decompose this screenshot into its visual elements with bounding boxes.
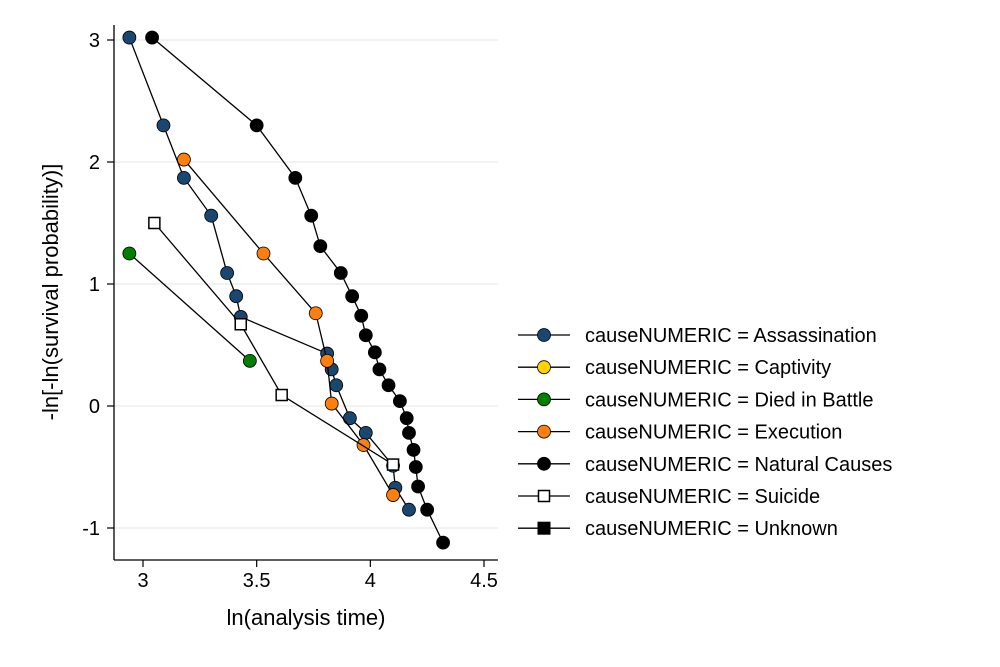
data-point: [308, 306, 323, 321]
legend-label: causeNUMERIC = Execution: [585, 422, 842, 444]
tick-marks-and-labels: -1 0 1 2 3 3 3.5 4 4.5: [82, 30, 498, 592]
series-4: [145, 30, 450, 550]
data-point: [411, 479, 425, 494]
data-point: [392, 394, 407, 409]
data-point: [122, 246, 137, 261]
data-point: [358, 425, 373, 440]
x-tick-label: 3: [137, 570, 148, 592]
legend-label: causeNUMERIC = Assassination: [585, 325, 877, 347]
data-point: [320, 353, 335, 368]
plot-series: [122, 30, 450, 550]
legend-item: causeNUMERIC = Unknown: [518, 518, 838, 540]
x-tick-label: 4.5: [470, 570, 498, 592]
data-point: [345, 289, 360, 304]
data-point: [324, 396, 339, 411]
data-point: [256, 246, 271, 261]
legend: causeNUMERIC = Assassination causeNUMERIC…: [518, 325, 892, 540]
data-point: [381, 378, 396, 393]
data-point: [229, 289, 244, 304]
data-point: [234, 318, 248, 331]
data-point: [148, 216, 161, 230]
data-point: [402, 425, 416, 440]
y-tick-label: 0: [89, 396, 100, 418]
series-5: [148, 216, 400, 471]
data-point: [333, 266, 348, 280]
series-line: [128, 253, 251, 362]
y-tick-label: -1: [82, 518, 100, 540]
data-point: [288, 170, 303, 185]
y-tick-label: 2: [89, 152, 100, 174]
y-axis-title: -ln[-ln(survival probability)]: [38, 164, 63, 421]
data-point: [329, 378, 344, 393]
data-point: [304, 208, 319, 223]
series-2: [122, 246, 257, 368]
legend-item: causeNUMERIC = Natural Causes: [518, 454, 892, 476]
legend-marker: [537, 521, 551, 535]
x-axis-title: ln(analysis time): [227, 605, 386, 630]
x-tick-label: 4: [365, 570, 376, 592]
legend-item: causeNUMERIC = Execution: [518, 422, 842, 444]
legend-marker: [537, 489, 551, 503]
legend-marker: [537, 360, 551, 375]
data-point: [177, 170, 191, 185]
data-point: [436, 535, 450, 550]
data-point: [156, 118, 171, 133]
data-point: [275, 388, 288, 402]
legend-label: causeNUMERIC = Natural Causes: [585, 454, 892, 476]
legend-marker: [537, 328, 551, 342]
data-point: [354, 308, 369, 323]
data-point: [408, 460, 423, 474]
data-point: [313, 239, 328, 254]
data-point: [358, 328, 373, 343]
data-point: [122, 30, 137, 45]
legend-item: causeNUMERIC = Suicide: [518, 486, 820, 508]
legend-label: causeNUMERIC = Unknown: [585, 518, 838, 540]
data-point: [242, 353, 257, 368]
data-point: [145, 30, 159, 45]
data-point: [220, 266, 235, 280]
x-tick-label: 3.5: [243, 570, 271, 592]
series-0: [122, 30, 416, 517]
data-point: [342, 411, 357, 426]
data-point: [372, 362, 387, 377]
legend-marker: [537, 424, 551, 439]
series-3: [177, 152, 400, 502]
legend-item: causeNUMERIC = Captivity: [518, 357, 831, 379]
legend-label: causeNUMERIC = Died in Battle: [585, 389, 873, 411]
gridlines: [114, 39, 498, 529]
data-point: [386, 458, 400, 471]
y-tick-label: 3: [89, 30, 100, 52]
legend-item: causeNUMERIC = Died in Battle: [518, 389, 873, 411]
data-point: [386, 488, 400, 502]
data-point: [204, 208, 219, 223]
data-point: [420, 502, 435, 517]
data-point: [367, 345, 382, 360]
data-point: [402, 502, 416, 517]
y-tick-label: 1: [89, 274, 100, 296]
legend-marker: [537, 392, 551, 407]
data-point: [249, 118, 264, 133]
axes: [113, 25, 498, 561]
legend-label: causeNUMERIC = Suicide: [585, 486, 820, 508]
legend-item: causeNUMERIC = Assassination: [518, 325, 877, 347]
data-point: [406, 443, 421, 457]
legend-marker: [537, 456, 551, 471]
series-line: [153, 222, 394, 466]
data-point: [177, 152, 191, 167]
data-point: [399, 411, 414, 426]
legend-label: causeNUMERIC = Captivity: [585, 357, 831, 379]
